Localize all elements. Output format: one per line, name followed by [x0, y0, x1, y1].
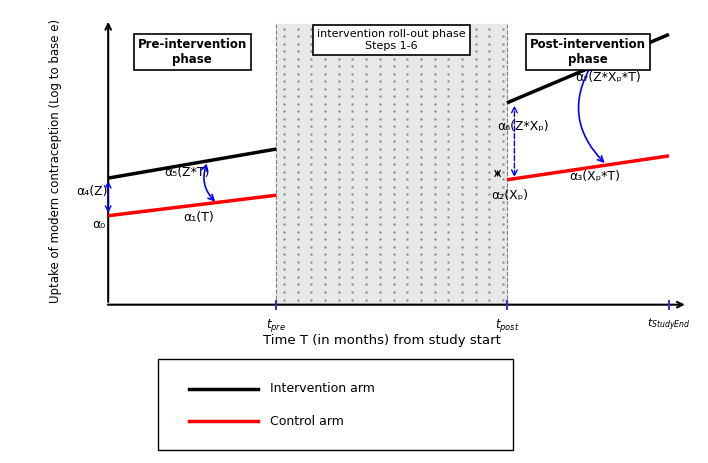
- Text: α₂(Xₚ): α₂(Xₚ): [491, 189, 528, 202]
- Text: Pre-intervention
phase: Pre-intervention phase: [137, 38, 247, 66]
- Text: Post-intervention
phase: Post-intervention phase: [530, 38, 646, 66]
- Text: $t_{pre}$: $t_{pre}$: [266, 317, 286, 334]
- Text: α₀: α₀: [92, 218, 105, 231]
- Text: Uptake of modern contraception (Log to base e): Uptake of modern contraception (Log to b…: [49, 19, 62, 303]
- Text: Control arm: Control arm: [270, 415, 344, 428]
- Text: α₇(Z*Xₚ*T): α₇(Z*Xₚ*T): [576, 71, 641, 84]
- Text: $t_{post}$: $t_{post}$: [495, 317, 519, 334]
- Text: Time T (in months) from study start: Time T (in months) from study start: [263, 334, 501, 347]
- Text: α₃(Xₚ*T): α₃(Xₚ*T): [569, 170, 620, 183]
- Text: α₆(Z*Xₚ): α₆(Z*Xₚ): [498, 120, 549, 133]
- Text: intervention roll-out phase
Steps 1-6: intervention roll-out phase Steps 1-6: [317, 29, 466, 51]
- Text: α₄(Z): α₄(Z): [76, 185, 108, 198]
- Text: α₁(T): α₁(T): [183, 211, 214, 224]
- FancyBboxPatch shape: [158, 359, 513, 450]
- Text: Intervention arm: Intervention arm: [270, 382, 375, 395]
- Text: $t_{Study End}$: $t_{Study End}$: [647, 317, 691, 333]
- Text: α₅(Z*T): α₅(Z*T): [164, 167, 210, 180]
